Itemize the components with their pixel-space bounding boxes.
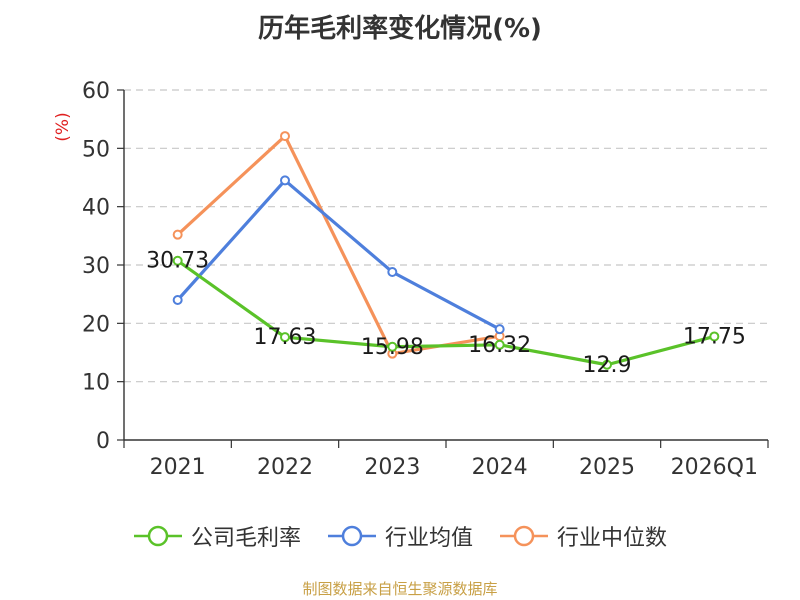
y-axis-label: (%): [53, 112, 73, 141]
y-tick-label: 30: [82, 254, 110, 279]
source-note: 制图数据来自恒生聚源数据库: [302, 580, 498, 598]
legend-marker-icon: [133, 525, 182, 547]
data-point: [280, 131, 290, 142]
data-point: [387, 341, 398, 352]
legend-item[interactable]: 行业中位数: [499, 520, 667, 552]
data-point: [709, 331, 720, 342]
data-point: [280, 332, 290, 343]
y-tick-label: 0: [96, 429, 110, 454]
data-point: [494, 339, 505, 350]
data-point: [172, 229, 183, 240]
data-point: [602, 359, 612, 370]
x-tick-label: 2023: [364, 455, 420, 480]
data-label: 16.32: [468, 333, 531, 358]
data-label: 15.98: [361, 335, 424, 360]
x-tick-label: 2024: [472, 455, 528, 480]
y-tick-label: 10: [82, 371, 110, 396]
legend-marker-icon: [327, 525, 376, 547]
data-point: [387, 267, 398, 277]
data-point: [172, 255, 183, 266]
data-label: 17.75: [683, 324, 746, 349]
chart-title: 历年毛利率变化情况(%): [258, 14, 542, 44]
x-tick-label: 2026Q1: [671, 455, 758, 480]
data-label: 12.9: [583, 353, 632, 378]
data-point: [280, 175, 290, 186]
legend-label: 行业均值: [384, 526, 473, 551]
legend-item[interactable]: 公司毛利率: [133, 520, 301, 552]
legend: 公司毛利率 行业均值 行业中位数: [0, 520, 800, 552]
y-tick-label: 40: [82, 196, 110, 221]
legend-label: 行业中位数: [557, 526, 668, 551]
x-tick-label: 2025: [579, 455, 635, 480]
x-tick-label: 2021: [150, 455, 206, 480]
data-label: 30.73: [146, 249, 209, 274]
legend-label: 公司毛利率: [190, 526, 301, 551]
x-tick-label: 2022: [257, 455, 313, 480]
legend-marker-icon: [500, 525, 548, 547]
legend-item[interactable]: 行业均值: [327, 520, 473, 552]
y-tick-label: 50: [82, 137, 110, 162]
series-line: [176, 259, 715, 367]
data-point: [494, 324, 505, 335]
y-tick-label: 60: [82, 79, 110, 104]
data-label: 17.63: [254, 325, 317, 350]
data-point: [172, 295, 183, 305]
y-tick-label: 20: [82, 312, 110, 337]
series-line: [176, 178, 501, 331]
